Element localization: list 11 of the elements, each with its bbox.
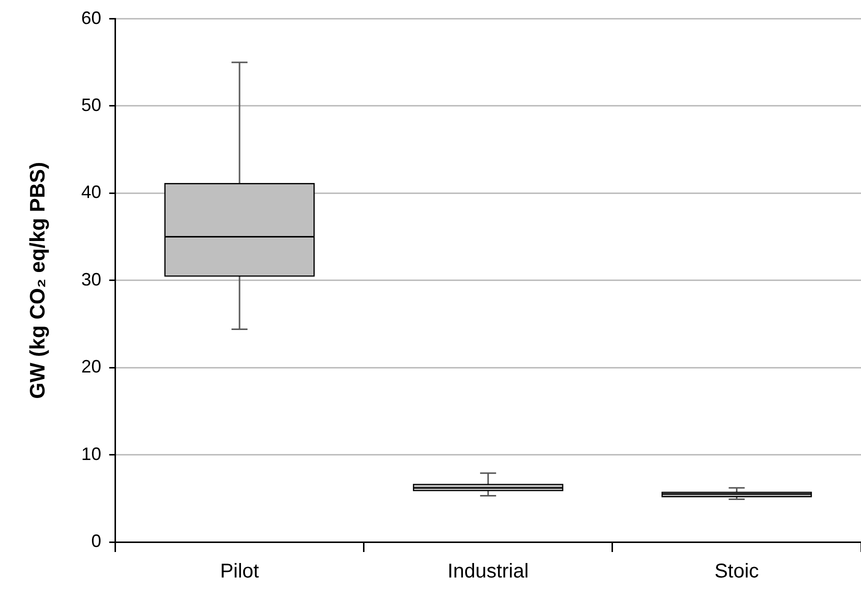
x-tick-label: Industrial — [448, 560, 529, 583]
y-tick-label: 0 — [91, 530, 102, 551]
x-tick-label: Stoic — [714, 560, 759, 583]
y-tick-label: 60 — [81, 8, 102, 28]
y-tick-label: 50 — [81, 94, 102, 115]
y-axis-title: GW (kg CO₂ eq/kg PBS) — [26, 162, 50, 399]
y-tick-label: 30 — [81, 269, 102, 290]
y-tick-label: 10 — [81, 444, 102, 464]
y-tick-label: 40 — [81, 182, 102, 202]
x-tick-label: Pilot — [220, 560, 260, 583]
y-tick-label: 20 — [81, 356, 102, 377]
